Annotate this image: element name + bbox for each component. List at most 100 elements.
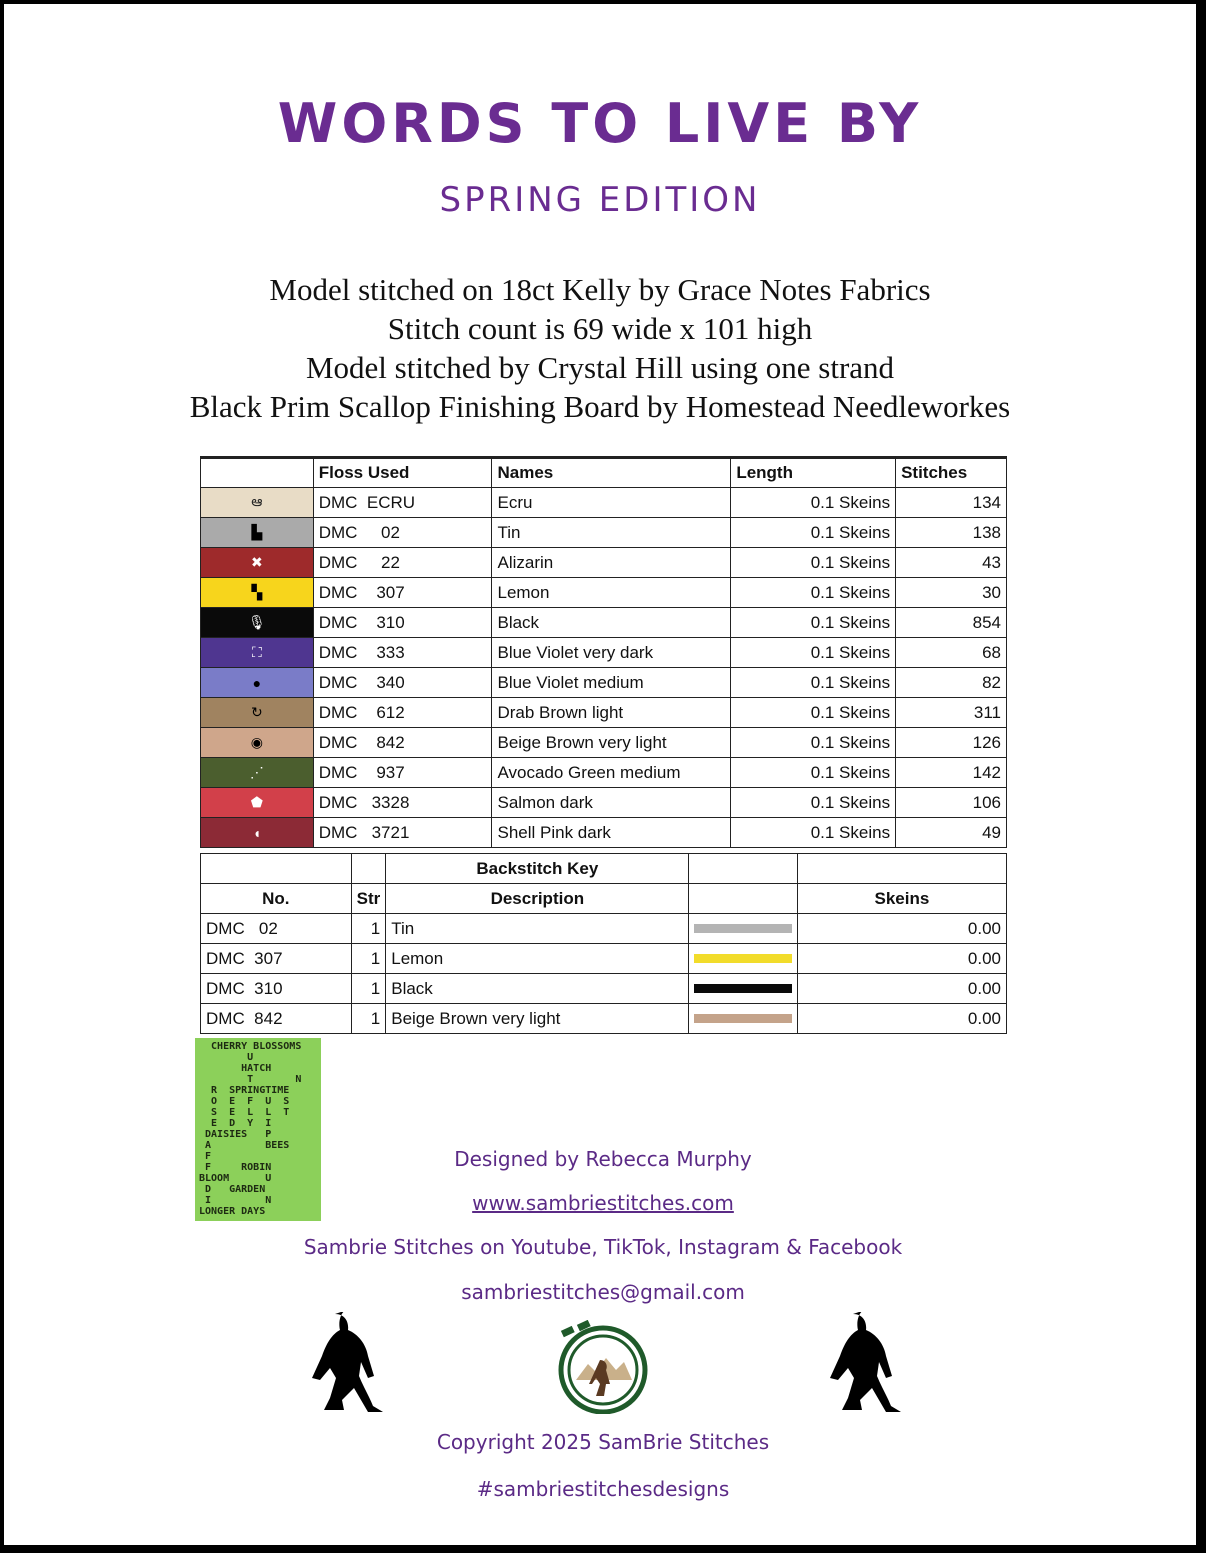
backstitch-row: DMC 842 1 Beige Brown very light 0.00 <box>200 1003 1008 1034</box>
header-length: Length <box>730 457 897 488</box>
floss-length: 0.1 Skeins <box>730 727 897 758</box>
backstitch-strands: 1 <box>350 1003 387 1034</box>
backstitch-line-sample <box>688 973 798 1004</box>
backstitch-table: Backstitch Key No. Str Description Skein… <box>200 853 1008 1034</box>
floss-row: ● DMC 340 Blue Violet medium 0.1 Skeins … <box>200 667 1007 698</box>
header-stitches: Stitches <box>895 457 1007 488</box>
floss-length: 0.1 Skeins <box>730 487 897 518</box>
floss-code: DMC 612 <box>312 697 493 728</box>
floss-length: 0.1 Skeins <box>730 547 897 578</box>
info-line: Model stitched by Crystal Hill using one… <box>305 350 895 385</box>
floss-name: Tin <box>491 517 732 548</box>
floss-row: ▙ DMC 02 Tin 0.1 Skeins 138 <box>200 517 1007 548</box>
floss-row: ◖ DMC 3721 Shell Pink dark 0.1 Skeins 49 <box>200 817 1007 848</box>
backstitch-strands: 1 <box>350 913 387 944</box>
floss-stitches: 30 <box>895 577 1007 608</box>
header-names: Names <box>491 457 732 488</box>
backstitch-skeins: 0.00 <box>796 1003 1008 1034</box>
floss-symbol-icon: ఆ <box>200 487 314 518</box>
email[interactable]: sambriestitches@gmail.com <box>461 1280 745 1304</box>
floss-length: 0.1 Skeins <box>730 517 897 548</box>
backstitch-strands: 1 <box>350 943 387 974</box>
floss-symbol-icon: ⛶ <box>200 637 314 668</box>
hashtag: #sambriestitchesdesigns <box>476 1477 730 1501</box>
backstitch-line-sample <box>688 943 798 974</box>
header-no: No. <box>200 883 352 914</box>
model-info: Model stitched on 18ct Kelly by Grace No… <box>4 270 1196 426</box>
floss-row: ↻ DMC 612 Drab Brown light 0.1 Skeins 31… <box>200 697 1007 728</box>
header-floss: Floss Used <box>312 457 493 488</box>
floss-name: Salmon dark <box>491 787 732 818</box>
pattern-thumbnail: CHERRY BLOSSOMS U HATCH T N R SPRINGTIME… <box>195 1038 321 1221</box>
floss-code: DMC 3721 <box>312 817 493 848</box>
page-subtitle: SPRING EDITION <box>439 180 761 220</box>
floss-stitches: 126 <box>895 727 1007 758</box>
floss-symbol-icon: ⋰ <box>200 757 314 788</box>
floss-row: ⋰ DMC 937 Avocado Green medium 0.1 Skein… <box>200 757 1007 788</box>
header-line <box>688 883 798 914</box>
floss-name: Blue Violet very dark <box>491 637 732 668</box>
backstitch-no: DMC 310 <box>200 973 352 1004</box>
designer-credit: Designed by Rebecca Murphy <box>454 1147 752 1171</box>
floss-name: Ecru <box>491 487 732 518</box>
sambrie-logo <box>558 1320 648 1414</box>
info-line: Black Prim Scallop Finishing Board by Ho… <box>189 389 1011 424</box>
floss-stitches: 106 <box>895 787 1007 818</box>
floss-name: Avocado Green medium <box>491 757 732 788</box>
backstitch-description: Black <box>385 973 690 1004</box>
floss-length: 0.1 Skeins <box>730 667 897 698</box>
floss-symbol-icon: ▙ <box>200 517 314 548</box>
backstitch-title-row: Backstitch Key <box>200 853 1008 884</box>
floss-length: 0.1 Skeins <box>730 637 897 668</box>
backstitch-description: Tin <box>385 913 690 944</box>
backstitch-no: DMC 307 <box>200 943 352 974</box>
floss-length: 0.1 Skeins <box>730 757 897 788</box>
backstitch-header-row: No. Str Description Skeins <box>200 883 1008 914</box>
floss-name: Drab Brown light <box>491 697 732 728</box>
floss-row: 🎙 DMC 310 Black 0.1 Skeins 854 <box>200 607 1007 638</box>
floss-stitches: 311 <box>895 697 1007 728</box>
header-str: Str <box>350 883 387 914</box>
floss-stitches: 49 <box>895 817 1007 848</box>
header-description: Description <box>385 883 690 914</box>
backstitch-row: DMC 02 1 Tin 0.00 <box>200 913 1008 944</box>
floss-length: 0.1 Skeins <box>730 787 897 818</box>
floss-symbol-icon: ↻ <box>200 697 314 728</box>
floss-name: Black <box>491 607 732 638</box>
floss-name: Shell Pink dark <box>491 817 732 848</box>
floss-name: Beige Brown very light <box>491 727 732 758</box>
floss-header-row: Floss Used Names Length Stitches <box>200 457 1007 488</box>
header-symbol <box>200 457 314 488</box>
floss-stitches: 43 <box>895 547 1007 578</box>
backstitch-skeins: 0.00 <box>796 943 1008 974</box>
copyright: Copyright 2025 SamBrie Stitches <box>436 1430 770 1454</box>
bigfoot-icon <box>312 1312 383 1412</box>
floss-stitches: 68 <box>895 637 1007 668</box>
floss-code: DMC 340 <box>312 667 493 698</box>
floss-stitches: 82 <box>895 667 1007 698</box>
floss-code: DMC 842 <box>312 727 493 758</box>
floss-code: DMC 22 <box>312 547 493 578</box>
floss-row: ఆ DMC ECRU Ecru 0.1 Skeins 134 <box>200 487 1007 518</box>
floss-length: 0.1 Skeins <box>730 607 897 638</box>
floss-code: DMC 02 <box>312 517 493 548</box>
floss-name: Lemon <box>491 577 732 608</box>
backstitch-title: Backstitch Key <box>385 853 690 884</box>
floss-symbol-icon: ⬟ <box>200 787 314 818</box>
backstitch-skeins: 0.00 <box>796 973 1008 1004</box>
floss-table: Floss Used Names Length Stitches ఆ DMC E… <box>200 456 1007 848</box>
backstitch-row: DMC 310 1 Black 0.00 <box>200 973 1008 1004</box>
backstitch-row: DMC 307 1 Lemon 0.00 <box>200 943 1008 974</box>
page-title: WORDS TO LIVE BY <box>277 92 923 155</box>
floss-code: DMC 310 <box>312 607 493 638</box>
backstitch-line-sample <box>688 913 798 944</box>
website-link[interactable]: www.sambriestitches.com <box>472 1191 734 1215</box>
floss-code: DMC 307 <box>312 577 493 608</box>
backstitch-strands: 1 <box>350 973 387 1004</box>
backstitch-description: Beige Brown very light <box>385 1003 690 1034</box>
floss-row: ⬟ DMC 3328 Salmon dark 0.1 Skeins 106 <box>200 787 1007 818</box>
floss-row: ◉ DMC 842 Beige Brown very light 0.1 Ske… <box>200 727 1007 758</box>
floss-length: 0.1 Skeins <box>730 697 897 728</box>
floss-name: Alizarin <box>491 547 732 578</box>
floss-code: DMC ECRU <box>312 487 493 518</box>
